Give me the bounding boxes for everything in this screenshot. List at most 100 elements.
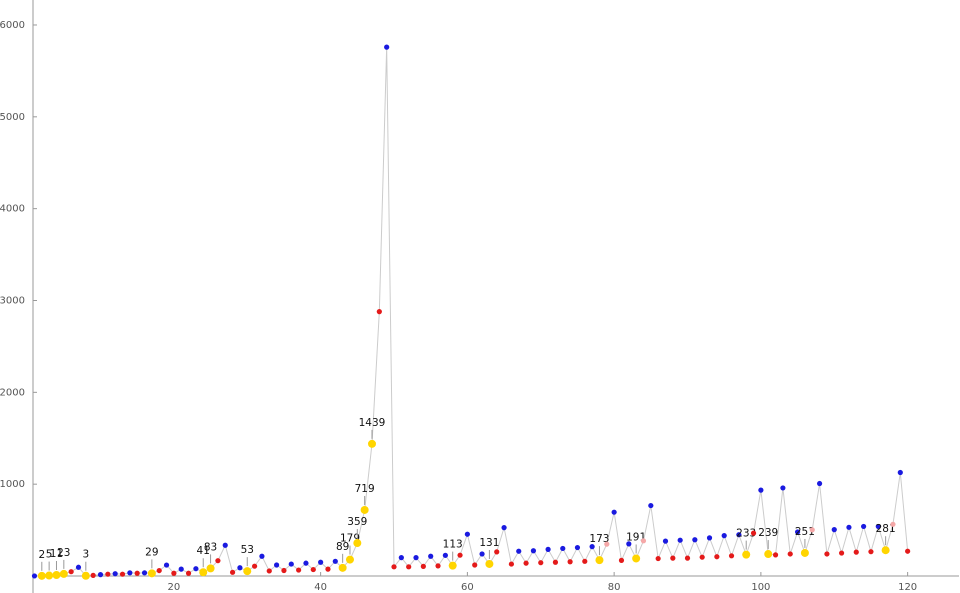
data-point bbox=[338, 563, 347, 572]
data-point bbox=[127, 570, 133, 576]
data-point bbox=[742, 550, 751, 559]
y-tick-label: 6000 bbox=[0, 20, 25, 31]
data-point bbox=[824, 551, 830, 557]
data-point bbox=[516, 548, 522, 554]
data-point bbox=[574, 544, 581, 551]
data-point bbox=[45, 571, 54, 580]
data-point bbox=[728, 553, 735, 559]
data-point bbox=[611, 509, 617, 515]
data-point bbox=[448, 561, 457, 570]
data-point bbox=[376, 309, 382, 315]
data-point bbox=[413, 555, 419, 561]
data-point bbox=[875, 523, 881, 530]
data-point bbox=[325, 566, 331, 572]
data-label: 29 bbox=[145, 546, 158, 558]
data-point bbox=[134, 570, 140, 576]
x-tick-label: 80 bbox=[608, 582, 621, 593]
data-point bbox=[229, 569, 236, 575]
data-label: 1439 bbox=[359, 417, 386, 429]
data-point bbox=[406, 564, 412, 570]
data-point bbox=[670, 555, 676, 561]
x-tick-label: 60 bbox=[461, 582, 474, 593]
data-point bbox=[310, 566, 316, 573]
data-point bbox=[163, 562, 170, 568]
data-label: 719 bbox=[355, 483, 375, 495]
data-point bbox=[530, 548, 537, 554]
data-point bbox=[281, 567, 287, 574]
data-point bbox=[206, 564, 215, 573]
data-point bbox=[97, 572, 104, 578]
data-point bbox=[75, 564, 82, 570]
x-tick-label: 20 bbox=[168, 582, 181, 593]
data-point bbox=[147, 569, 156, 578]
data-point bbox=[684, 555, 691, 561]
data-point bbox=[215, 558, 221, 564]
data-point bbox=[816, 480, 823, 487]
data-point bbox=[243, 567, 252, 576]
data-label: 23 bbox=[57, 547, 70, 559]
data-point bbox=[112, 571, 118, 577]
data-point bbox=[890, 521, 896, 527]
y-tick-label: 4000 bbox=[0, 204, 25, 215]
data-point bbox=[68, 569, 74, 575]
data-label: 83 bbox=[204, 541, 217, 553]
data-point bbox=[538, 560, 544, 566]
data-label: 359 bbox=[347, 516, 367, 528]
data-point bbox=[772, 552, 779, 558]
data-label: 131 bbox=[479, 537, 499, 549]
data-point bbox=[259, 553, 265, 559]
data-point bbox=[800, 548, 809, 557]
data-point bbox=[758, 487, 764, 493]
data-point bbox=[595, 556, 604, 565]
data-point bbox=[677, 537, 683, 543]
data-point bbox=[501, 525, 507, 531]
y-tick-label: 5000 bbox=[0, 112, 25, 123]
x-tick-label: 100 bbox=[751, 582, 770, 593]
data-point bbox=[420, 563, 426, 569]
data-point bbox=[582, 558, 588, 564]
data-point bbox=[508, 561, 515, 567]
data-point bbox=[897, 469, 903, 476]
data-label: 41 bbox=[197, 545, 210, 557]
data-label: 239 bbox=[758, 527, 778, 539]
data-point bbox=[59, 569, 68, 578]
x-tick-label: 40 bbox=[314, 582, 327, 593]
data-label: 53 bbox=[241, 544, 254, 556]
data-point bbox=[185, 570, 192, 576]
data-point bbox=[384, 44, 390, 50]
x-tick-label: 120 bbox=[898, 582, 917, 593]
data-point bbox=[332, 558, 338, 564]
data-point bbox=[868, 549, 874, 555]
data-label: 5 bbox=[46, 549, 53, 561]
data-point bbox=[199, 568, 208, 577]
data-point bbox=[881, 546, 890, 555]
data-point bbox=[780, 485, 786, 491]
data-point bbox=[721, 533, 727, 539]
data-point bbox=[604, 541, 610, 547]
data-point bbox=[485, 559, 494, 568]
data-point bbox=[237, 565, 243, 571]
y-tick-label: 1000 bbox=[0, 479, 25, 490]
data-point bbox=[345, 555, 354, 564]
data-point bbox=[156, 567, 162, 574]
y-tick-label: 2000 bbox=[0, 387, 25, 398]
data-point bbox=[838, 550, 845, 556]
data-point bbox=[714, 554, 720, 560]
data-point bbox=[90, 572, 96, 578]
data-point bbox=[81, 571, 90, 580]
data-point bbox=[391, 564, 397, 570]
data-point bbox=[831, 527, 837, 533]
data-point bbox=[472, 562, 478, 568]
data-point bbox=[846, 524, 852, 530]
data-label: 113 bbox=[443, 539, 463, 551]
data-point bbox=[31, 573, 38, 579]
y-tick-label: 3000 bbox=[0, 295, 25, 306]
data-point bbox=[464, 531, 470, 537]
data-point bbox=[787, 551, 793, 557]
data-point bbox=[632, 554, 641, 563]
data-point bbox=[251, 563, 258, 569]
data-point bbox=[303, 560, 309, 566]
data-point bbox=[853, 549, 859, 555]
data-point bbox=[905, 548, 911, 554]
